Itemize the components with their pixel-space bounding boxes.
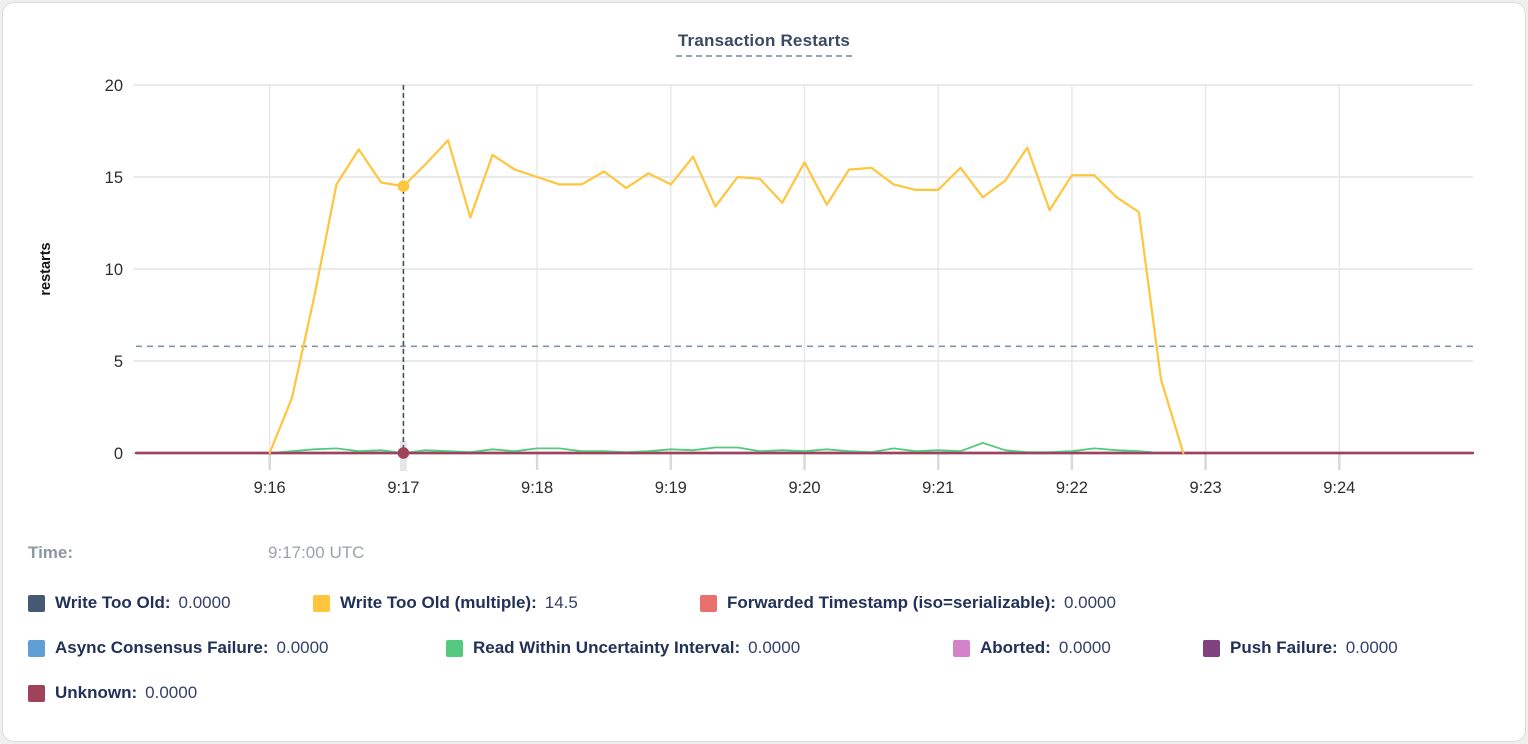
legend-item: Async Consensus Failure: 0.0000 xyxy=(28,638,446,658)
tooltip-time-label: Time: xyxy=(28,543,74,562)
legend-swatch-icon xyxy=(28,684,45,702)
legend-swatch-icon xyxy=(28,639,45,657)
legend-value: 0.0000 xyxy=(748,638,801,657)
x-tick-label: 9:20 xyxy=(788,479,820,497)
legend-label: Read Within Uncertainty Interval: xyxy=(473,638,741,657)
x-tick-label: 9:24 xyxy=(1323,479,1355,497)
legend-row: Async Consensus Failure: 0.0000 Read Withi… xyxy=(28,636,1500,660)
x-tick-label: 9:23 xyxy=(1190,479,1222,497)
legend-label: Write Too Old: xyxy=(55,593,171,612)
x-tick-label: 9:19 xyxy=(655,479,687,497)
chart-title[interactable]: Transaction Restarts xyxy=(675,31,853,57)
legend-value: 14.5 xyxy=(544,593,578,612)
legend-item: Unknown: 0.0000 xyxy=(28,683,197,703)
y-tick-label: 10 xyxy=(105,261,123,279)
series-line-write-too-old-multiple- xyxy=(268,139,1185,455)
legend-swatch-icon xyxy=(953,639,970,657)
legend-swatch-icon xyxy=(28,594,45,612)
x-tick-label: 9:21 xyxy=(922,479,954,497)
legend-item: Push Failure: 0.0000 xyxy=(1203,638,1398,658)
chart-canvas[interactable]: 0 5 10 15 20 9:16 9:17 9:18 9:19 9:20 9:21 9:22 9:23… xyxy=(3,3,1526,523)
legend-value: 0.0000 xyxy=(145,683,198,702)
legend-item: Forwarded Timestamp (iso=serializable): 0… xyxy=(700,593,1116,613)
legend-label: Push Failure: xyxy=(1230,638,1338,657)
chart-header: Transaction Restarts xyxy=(3,31,1525,57)
legend-item: Read Within Uncertainty Interval: 0.0000 xyxy=(446,638,953,658)
x-tick-label: 9:17 xyxy=(387,479,419,497)
legend-item: Aborted: 0.0000 xyxy=(953,638,1203,658)
legend-label: Write Too Old (multiple): xyxy=(340,593,537,612)
y-tick-label: 5 xyxy=(114,353,123,371)
legend-swatch-icon xyxy=(446,639,463,657)
legend-label: Forwarded Timestamp (iso=serializable): xyxy=(727,593,1056,612)
y-tick-label: 15 xyxy=(105,169,123,187)
legend-label: Aborted: xyxy=(980,638,1051,657)
series-line-read-within-uncertainty-interval xyxy=(268,441,1162,454)
legend-row: Unknown: 0.0000 xyxy=(28,681,1500,705)
y-axis-label: restarts xyxy=(38,242,54,295)
transaction-restarts-chart[interactable]: 0 5 10 15 20 9:16 9:17 9:18 9:19 9:20 9:21 9:22 9:23… xyxy=(3,3,1526,523)
legend-value: 0.0000 xyxy=(178,593,231,612)
legend-value: 0.0000 xyxy=(1058,638,1111,657)
tooltip-time-row: Time: 9:17:00 UTC xyxy=(3,543,1525,563)
legend-label: Async Consensus Failure: xyxy=(55,638,269,657)
y-tick-label: 20 xyxy=(105,77,123,95)
x-tick-label: 9:22 xyxy=(1056,479,1088,497)
x-tick-label: 9:18 xyxy=(521,479,553,497)
legend-item: Write Too Old (multiple): 14.5 xyxy=(313,593,700,613)
x-tick-label: 9:16 xyxy=(254,479,286,497)
legend-label: Unknown: xyxy=(55,683,138,702)
legend-item: Write Too Old: 0.0000 xyxy=(28,593,313,613)
legend-row: Write Too Old: 0.0000 Write Too Old (multi… xyxy=(28,591,1500,615)
hover-dot-write-too-old-multiple- xyxy=(397,180,410,192)
legend-swatch-icon xyxy=(700,594,717,612)
legend-value: 0.0000 xyxy=(276,638,329,657)
legend-value: 0.0000 xyxy=(1063,593,1116,612)
chart-legend: Write Too Old: 0.0000 Write Too Old (multi… xyxy=(3,591,1525,726)
tooltip-time-value: 9:17:00 UTC xyxy=(268,543,365,562)
hover-dot-unknown xyxy=(397,447,410,459)
y-tick-label: 0 xyxy=(114,445,123,463)
legend-swatch-icon xyxy=(313,594,330,612)
legend-value: 0.0000 xyxy=(1345,638,1398,657)
legend-swatch-icon xyxy=(1203,639,1220,657)
